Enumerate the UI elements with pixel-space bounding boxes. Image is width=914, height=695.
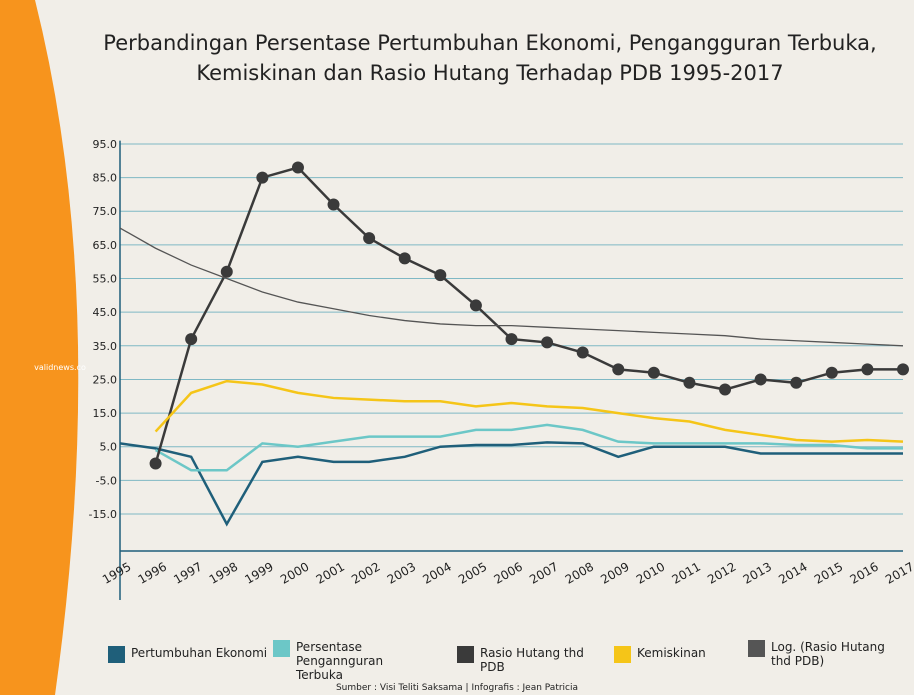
x-tick-label: 2004 — [420, 559, 453, 586]
legend-item: Rasio Hutang thd PDB — [457, 646, 607, 674]
y-tick-label: 75.0 — [93, 205, 118, 218]
watermark: validnews.co — [34, 363, 86, 372]
legend-swatch — [614, 646, 631, 663]
x-tick-label: 2005 — [456, 559, 489, 586]
x-tick-label: 2016 — [847, 559, 880, 586]
point — [185, 333, 198, 346]
point — [434, 269, 447, 282]
x-tick-label: 2017 — [883, 559, 914, 586]
point — [363, 232, 376, 245]
legend-swatch — [748, 640, 765, 657]
legend-item: Pertumbuhan Ekonomi — [108, 646, 268, 663]
x-tick-label: 2006 — [492, 559, 525, 586]
x-tick-label: 2007 — [527, 559, 560, 586]
point — [220, 265, 233, 278]
point — [576, 346, 589, 359]
point — [861, 363, 874, 376]
legend-label: Pertumbuhan Ekonomi — [131, 646, 268, 660]
point — [469, 299, 482, 312]
point — [327, 198, 340, 211]
x-tick-label: 1999 — [242, 559, 275, 586]
point — [612, 363, 625, 376]
y-tick-label: 15.0 — [93, 407, 118, 420]
point — [754, 373, 767, 386]
y-tick-label: 85.0 — [93, 172, 118, 185]
series-line — [119, 441, 903, 527]
legend-label: Persentase Pengannguran Terbuka — [296, 640, 384, 682]
y-tick-label: 55.0 — [93, 273, 118, 286]
legend-item: Log. (Rasio Hutang thd PDB) — [748, 640, 898, 668]
x-tick-label: 2011 — [670, 559, 703, 586]
source: Sumber : Visi Teliti Saksama | Infografi… — [336, 683, 578, 693]
y-tick-label: 95.0 — [93, 138, 118, 151]
x-tick-label: 2008 — [563, 559, 596, 586]
y-tick-label: 5.0 — [100, 441, 118, 454]
legend-label: Rasio Hutang thd PDB — [480, 646, 584, 674]
legend-swatch — [273, 640, 290, 657]
point — [790, 376, 803, 389]
point — [897, 363, 909, 376]
x-tick-label: 2003 — [385, 559, 418, 586]
x-tick-label: 2001 — [314, 559, 347, 586]
legend-item: Persentase Pengannguran Terbuka — [273, 640, 433, 682]
legend-item: Kemiskinan — [614, 646, 734, 663]
orange-strip — [0, 0, 79, 695]
chart-title: Perbandingan Persentase Pertumbuhan Ekon… — [103, 31, 876, 55]
y-tick-label: 65.0 — [93, 239, 118, 252]
x-tick-label: 1998 — [207, 559, 240, 586]
y-tick-label: 25.0 — [93, 373, 118, 386]
x-tick-label: 1997 — [171, 559, 204, 586]
point — [541, 336, 554, 349]
x-tick-label: 2012 — [705, 559, 738, 586]
y-tick-label: 35.0 — [93, 340, 118, 353]
point — [683, 376, 696, 389]
legend-swatch — [457, 646, 474, 663]
point — [149, 457, 162, 470]
point — [719, 383, 732, 396]
series-line — [154, 379, 904, 443]
point — [825, 366, 838, 379]
series-line — [154, 423, 903, 472]
point — [505, 333, 518, 346]
x-tick-label: 2002 — [349, 559, 382, 586]
x-tick-label: 2009 — [598, 559, 631, 586]
series-line — [154, 166, 903, 464]
series-line — [119, 227, 904, 347]
point — [291, 161, 304, 174]
legend-label: Kemiskinan — [637, 646, 706, 660]
x-tick-label: 2013 — [741, 559, 774, 586]
y-tick-label: -15.0 — [89, 508, 117, 521]
x-tick-label: 2014 — [776, 559, 809, 586]
point — [398, 252, 411, 265]
point — [256, 171, 269, 184]
point — [647, 366, 660, 379]
y-tick-label: -5.0 — [96, 474, 117, 487]
x-tick-label: 2010 — [634, 559, 667, 586]
x-tick-label: 1996 — [136, 559, 169, 586]
y-tick-label: 45.0 — [93, 306, 118, 319]
legend-swatch — [108, 646, 125, 663]
x-tick-label: 1995 — [100, 559, 133, 586]
x-tick-label: 2000 — [278, 559, 311, 586]
x-tick-label: 2015 — [812, 559, 845, 586]
legend-label: Log. (Rasio Hutang thd PDB) — [771, 640, 885, 668]
chart-title: Kemiskinan dan Rasio Hutang Terhadap PDB… — [196, 61, 783, 85]
